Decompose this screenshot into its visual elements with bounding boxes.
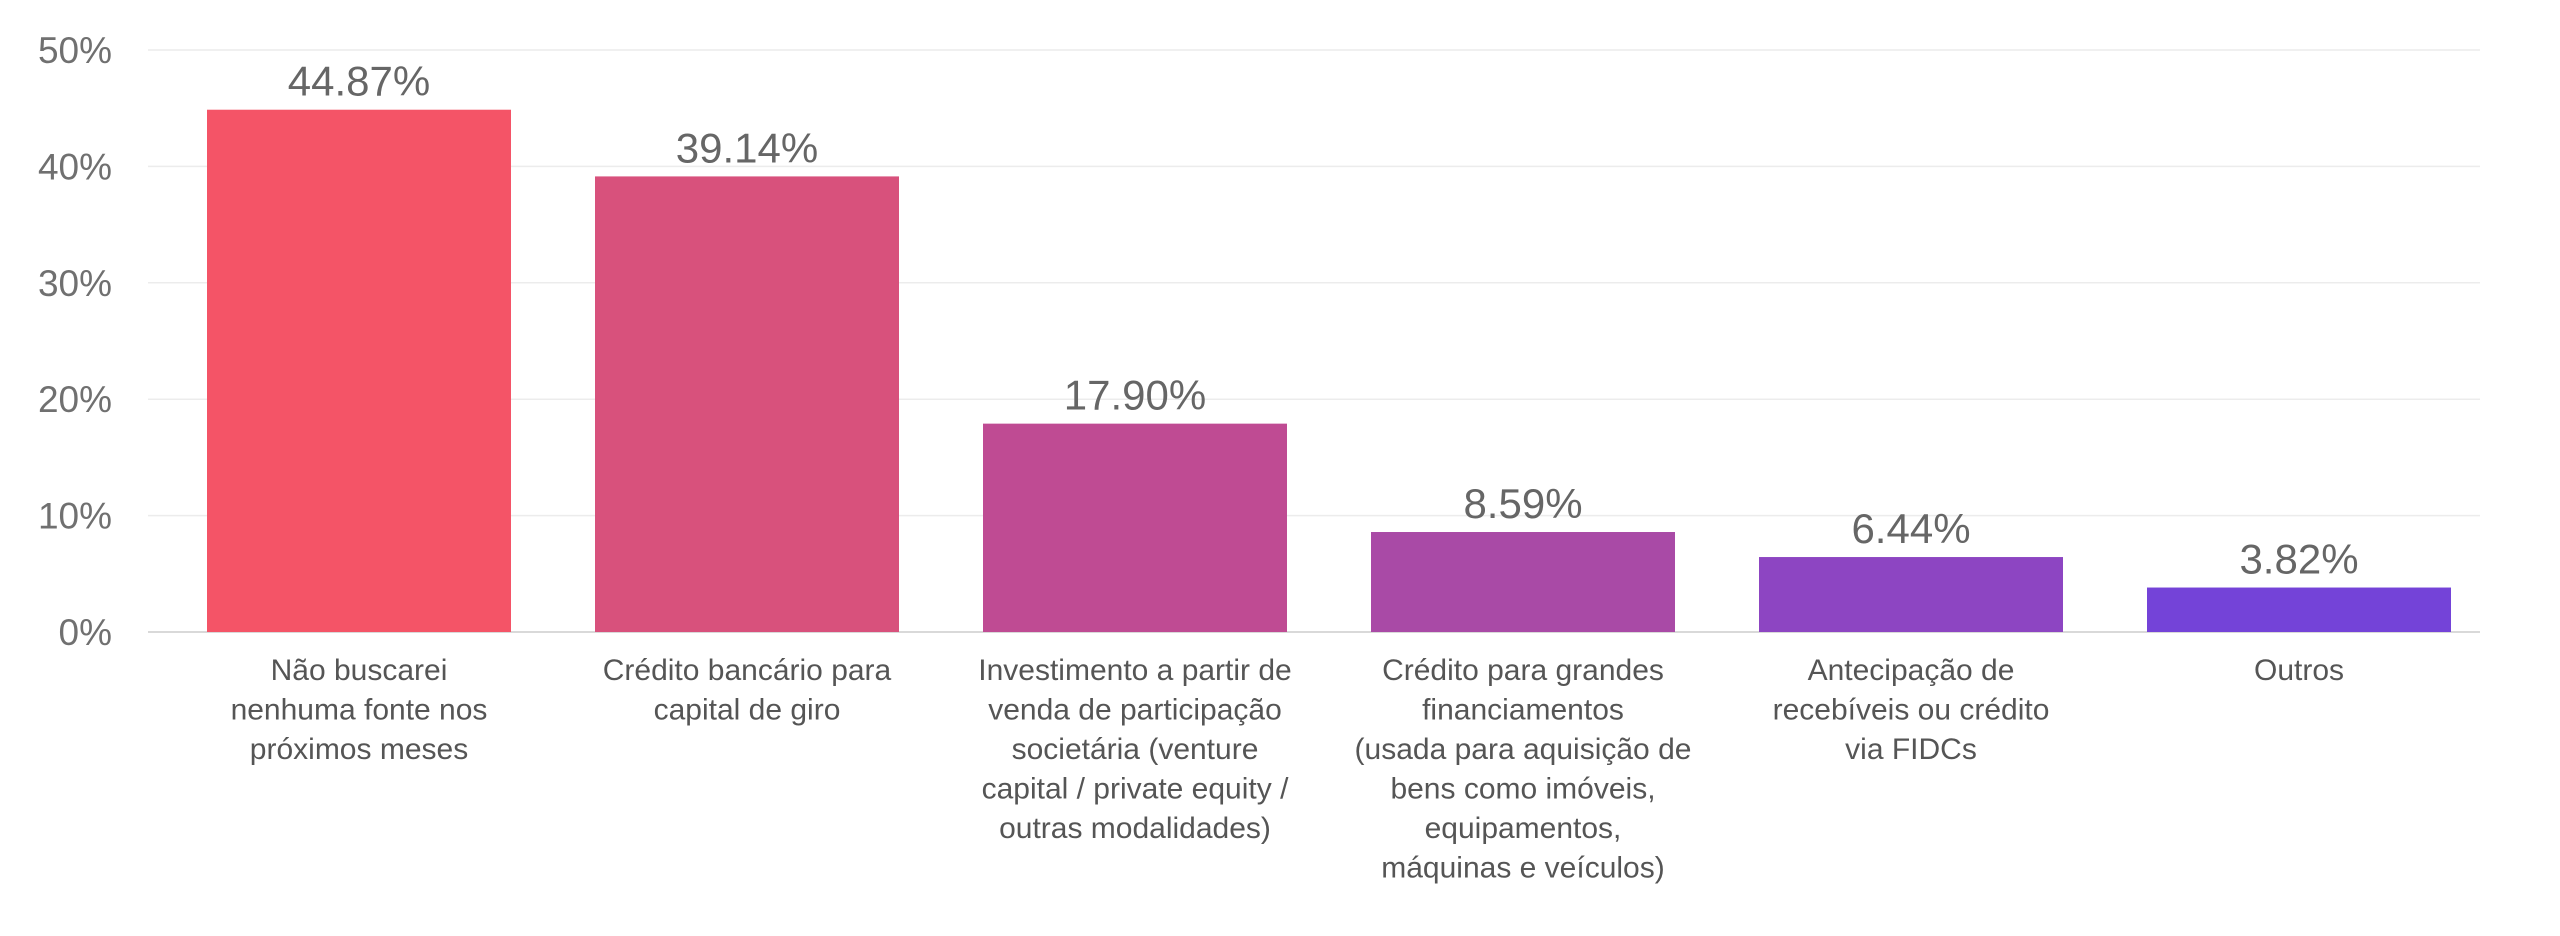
x-category-label-line: equipamentos, [1425,812,1622,845]
x-category-label-line: societária (venture [1012,733,1259,766]
data-label-2: 39.14% [676,124,818,171]
x-category-label-line: nenhuma fonte nos [231,694,488,727]
data-label-3: 17.90% [1064,372,1206,419]
y-tick-label: 0% [59,612,112,653]
bar-2 [595,176,899,632]
data-label-6: 3.82% [2239,536,2358,583]
bar-4 [1371,532,1675,632]
x-category-label-line: Não buscarei [271,654,448,687]
bars [207,109,2451,633]
x-axis-labels: Não buscarei nenhuma fonte nos próximos me… [231,654,2344,885]
y-tick-label: 20% [38,379,112,420]
y-tick-label: 30% [38,263,112,304]
x-category-label-2: Crédito bancário para capital de giro [603,654,892,727]
x-category-label-line: máquinas e veículos) [1381,852,1664,885]
x-category-label-3: Investimento a partir de venda de partici… [978,654,1292,845]
x-category-label-4: Crédito para grandes financiamentos (usada… [1355,654,1692,885]
bar-5 [1759,557,2063,632]
y-tick-label: 40% [38,146,112,187]
data-label-5: 6.44% [1851,505,1970,552]
x-category-label-line: outras modalidades) [999,812,1271,845]
data-label-1: 44.87% [288,58,430,105]
x-category-label-line: próximos meses [250,733,468,766]
x-category-label-line: Antecipação de [1808,654,2015,687]
x-category-label-line: Crédito para grandes [1382,654,1664,687]
x-category-label-line: Crédito bancário para [603,654,892,687]
gridlines [148,49,2480,633]
x-category-label-line: capital de giro [654,694,841,727]
x-category-label-line: bens como imóveis, [1390,773,1655,806]
bar-6 [2147,587,2451,632]
x-category-label-line: financiamentos [1422,694,1624,727]
x-category-label-line: Outros [2254,654,2344,687]
x-category-label-line: (usada para aquisição de [1355,733,1692,766]
data-label-4: 8.59% [1463,480,1582,527]
x-category-label-line: Investimento a partir de [978,654,1292,687]
y-axis-ticks: 0% 10% 20% 30% 40% 50% [38,30,112,653]
y-tick-label: 50% [38,30,112,71]
bar-3 [983,423,1287,632]
data-labels: 44.87% 39.14% 17.90% 8.59% 6.44% 3.82% [288,58,2359,583]
y-tick-label: 10% [38,496,112,537]
x-category-label-line: recebíveis ou crédito [1773,694,2050,727]
x-category-label-line: via FIDCs [1845,733,1977,766]
x-category-label-1: Não buscarei nenhuma fonte nos próximos me… [231,654,488,766]
x-category-label-6: Outros [2254,654,2344,687]
x-category-label-line: capital / private equity / [982,773,1289,806]
x-category-label-line: venda de participação [988,694,1282,727]
x-category-label-5: Antecipação de recebíveis ou crédito via F… [1773,654,2050,766]
bar-1 [207,109,511,633]
